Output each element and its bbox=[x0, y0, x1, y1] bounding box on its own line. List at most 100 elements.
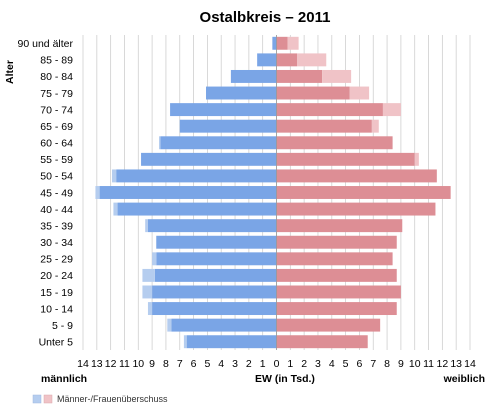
bar-male-5 bbox=[179, 119, 277, 133]
bar-female-12 bbox=[276, 235, 397, 249]
bar-male-4 bbox=[170, 103, 277, 117]
bar-male-surplus-13 bbox=[152, 252, 157, 266]
bar-male-surplus-9 bbox=[95, 186, 100, 199]
bar-male-3 bbox=[206, 86, 277, 100]
x-tick-label-18: 4 bbox=[329, 358, 335, 370]
x-tick-label-19: 5 bbox=[343, 358, 349, 370]
bar-male-10 bbox=[117, 202, 277, 216]
chart-title: Ostalbkreis – 2011 bbox=[200, 9, 331, 26]
bar-male-15 bbox=[152, 285, 277, 299]
x-tick-label-23: 9 bbox=[398, 358, 404, 370]
bar-female-5 bbox=[276, 119, 372, 133]
x-tick-label-9: 5 bbox=[204, 358, 210, 370]
x-tick-label-1: 13 bbox=[91, 358, 103, 370]
bar-male-11 bbox=[147, 219, 277, 233]
x-tick-label-27: 13 bbox=[450, 358, 462, 370]
bar-male-17 bbox=[171, 318, 277, 332]
bar-female-9 bbox=[276, 186, 451, 199]
category-label-1: 85 - 89 bbox=[40, 55, 73, 67]
left-side-label: männlich bbox=[41, 373, 87, 385]
bar-female-surplus-5 bbox=[371, 119, 379, 133]
bar-male-16 bbox=[152, 302, 277, 316]
bar-female-4 bbox=[276, 103, 383, 117]
bar-female-6 bbox=[276, 136, 393, 150]
category-label-3: 75 - 79 bbox=[40, 88, 73, 100]
bar-male-14 bbox=[154, 268, 277, 282]
category-label-4: 70 - 74 bbox=[40, 104, 73, 116]
x-tick-label-3: 11 bbox=[119, 358, 130, 370]
bar-male-9 bbox=[99, 186, 277, 199]
legend-swatch-female bbox=[43, 394, 53, 404]
x-tick-label-20: 6 bbox=[357, 358, 363, 370]
category-label-14: 20 - 24 bbox=[40, 270, 73, 282]
bar-female-8 bbox=[276, 169, 437, 183]
legend-label: Männer-/Frauenüberschuss bbox=[57, 394, 168, 404]
category-label-17: 5 - 9 bbox=[52, 320, 73, 332]
x-tick-label-14: 0 bbox=[274, 358, 280, 370]
bar-male-12 bbox=[156, 235, 277, 249]
category-label-12: 30 - 34 bbox=[40, 237, 73, 249]
bar-male-surplus-6 bbox=[159, 136, 161, 150]
bars bbox=[95, 35, 451, 350]
bar-female-16 bbox=[276, 302, 397, 316]
bar-male-2 bbox=[230, 69, 277, 83]
bar-female-surplus-1 bbox=[297, 53, 327, 67]
bar-female-15 bbox=[276, 285, 401, 299]
legend-swatch-male bbox=[32, 394, 42, 404]
category-label-18: Unter 5 bbox=[39, 337, 74, 349]
bar-male-18 bbox=[186, 335, 277, 349]
bar-male-13 bbox=[156, 252, 277, 266]
x-tick-label-25: 11 bbox=[423, 358, 434, 370]
category-labels: 90 und älter 85 - 89 80 - 84 75 - 79 70 - 74… bbox=[18, 38, 74, 348]
category-label-16: 10 - 14 bbox=[40, 303, 73, 315]
bar-male-surplus-15 bbox=[142, 285, 153, 299]
bar-male-surplus-16 bbox=[147, 302, 153, 316]
category-label-5: 65 - 69 bbox=[40, 121, 73, 133]
x-tick-label-5: 9 bbox=[149, 358, 155, 370]
x-tick-labels: 14 13 12 11 10 9 8 7 6 5 4 3 2 1 0 1 2 3 4 5 6 7 8 9 10 11 12 13 14 bbox=[77, 358, 476, 370]
bar-male-surplus-11 bbox=[145, 219, 148, 233]
bar-female-surplus-4 bbox=[382, 103, 401, 117]
x-tick-label-15: 1 bbox=[287, 358, 293, 370]
x-tick-label-8: 6 bbox=[191, 358, 197, 370]
category-label-7: 55 - 59 bbox=[40, 154, 73, 166]
x-tick-label-13: 1 bbox=[260, 358, 266, 370]
bar-female-14 bbox=[276, 268, 397, 282]
bar-male-surplus-10 bbox=[113, 202, 118, 216]
bar-female-13 bbox=[276, 252, 393, 266]
bar-male-surplus-18 bbox=[183, 335, 187, 349]
x-tick-label-4: 10 bbox=[132, 358, 144, 370]
category-label-15: 15 - 19 bbox=[40, 287, 73, 299]
x-tick-label-24: 10 bbox=[409, 358, 421, 370]
category-label-6: 60 - 64 bbox=[40, 138, 73, 150]
bar-female-0 bbox=[276, 36, 288, 50]
bar-male-0 bbox=[272, 36, 277, 50]
bar-male-6 bbox=[160, 136, 277, 150]
bar-male-7 bbox=[141, 152, 277, 166]
x-tick-label-11: 3 bbox=[232, 358, 238, 370]
category-label-10: 40 - 44 bbox=[40, 204, 73, 216]
x-tick-label-28: 14 bbox=[464, 358, 476, 370]
category-label-11: 35 - 39 bbox=[40, 220, 73, 232]
right-side-label: weiblich bbox=[443, 373, 485, 385]
x-axis-label: EW (in Tsd.) bbox=[255, 373, 315, 385]
bar-female-11 bbox=[276, 219, 403, 233]
bar-female-3 bbox=[276, 86, 350, 100]
x-tick-label-10: 4 bbox=[218, 358, 224, 370]
legend: Männer-/Frauenüberschuss bbox=[32, 394, 168, 404]
x-tick-label-16: 2 bbox=[301, 358, 307, 370]
category-label-8: 50 - 54 bbox=[40, 171, 73, 183]
x-tick-label-12: 2 bbox=[246, 358, 252, 370]
bar-female-surplus-3 bbox=[349, 86, 370, 100]
bar-female-18 bbox=[276, 335, 368, 349]
bar-female-2 bbox=[276, 69, 323, 83]
bar-female-surplus-7 bbox=[414, 152, 419, 166]
bar-male-1 bbox=[257, 53, 277, 67]
bar-female-surplus-0 bbox=[287, 36, 299, 50]
x-tick-label-7: 7 bbox=[177, 358, 183, 370]
x-tick-label-2: 12 bbox=[105, 358, 117, 370]
bar-female-10 bbox=[276, 202, 436, 216]
x-tick-label-0: 14 bbox=[77, 358, 89, 370]
bar-female-1 bbox=[276, 53, 298, 67]
